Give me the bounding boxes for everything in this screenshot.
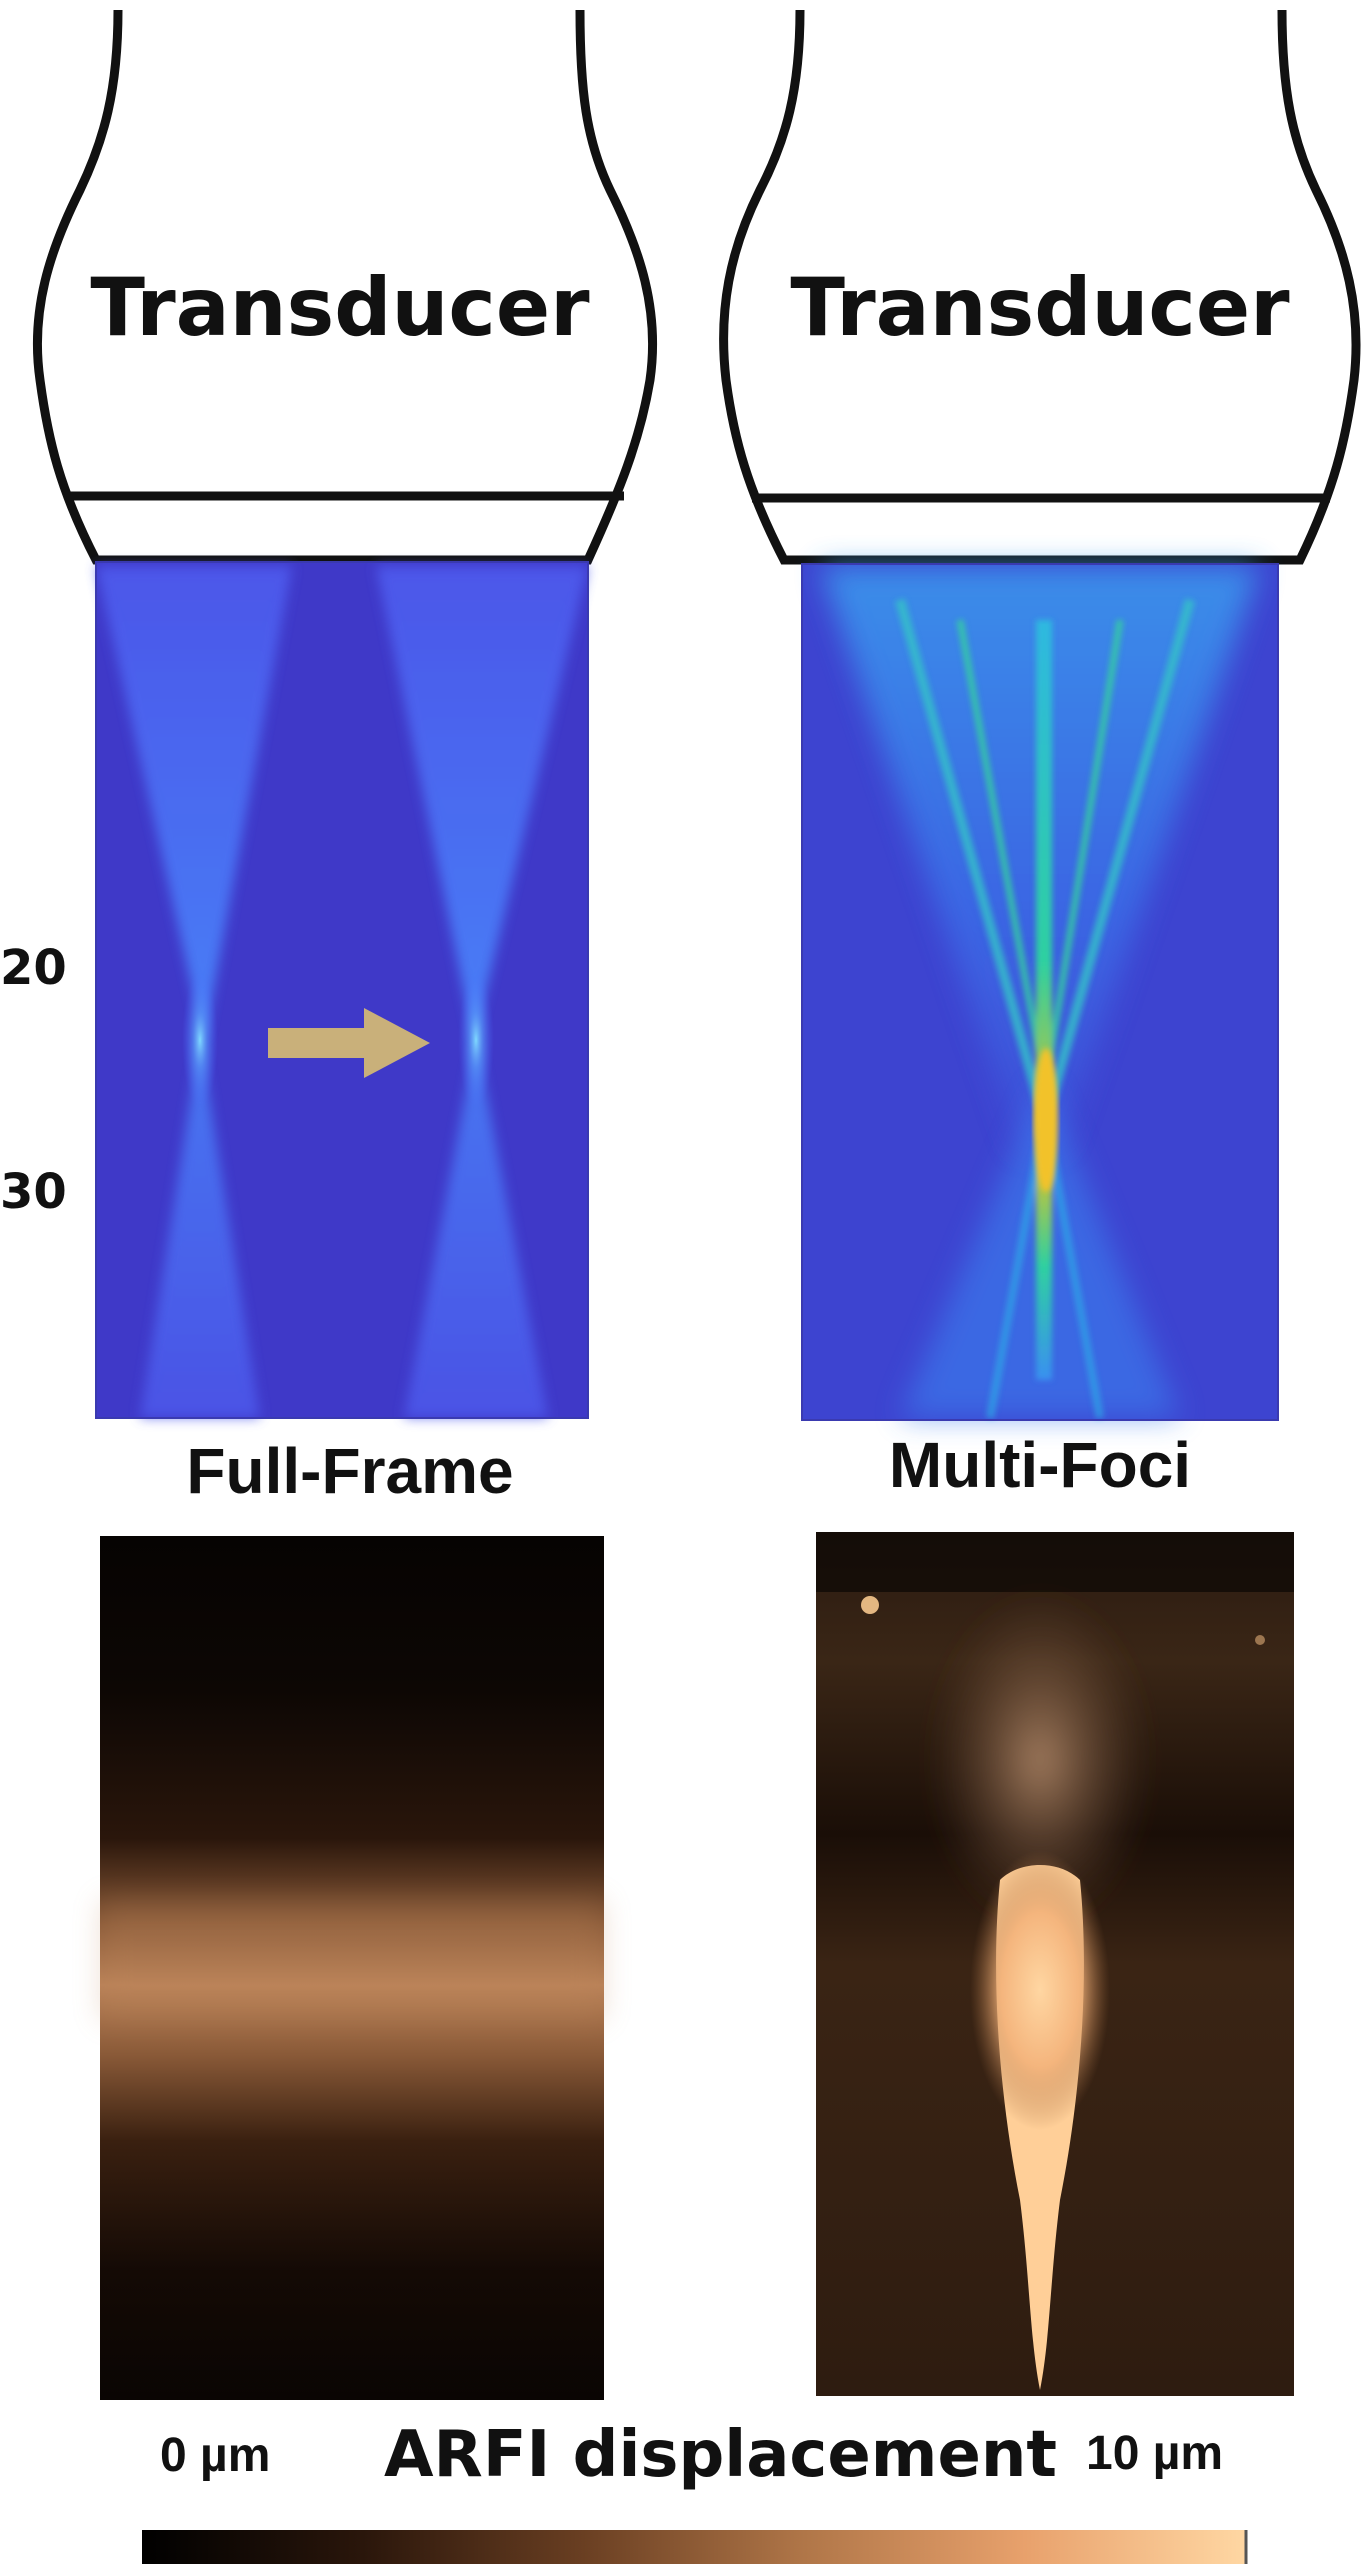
multi-foci-focal-spot (1034, 1048, 1058, 1192)
transducer-right-outline (719, 9, 1361, 565)
colorbar-title: ARFI displacement (384, 2418, 1057, 2492)
transducer-right: Transducer (719, 9, 1361, 565)
colorbar-max-label: 10 µm (1086, 2427, 1224, 2480)
colorbar-gradient (142, 2530, 1246, 2568)
multi-foci-displacement-map (816, 1532, 1294, 2396)
colorbar-min-label: 0 µm (160, 2429, 271, 2482)
depth-tick-label: 20 (0, 940, 67, 996)
multi-foci-beam-panel (801, 563, 1279, 1421)
full-frame-displacement-map (100, 1536, 604, 2400)
right-arrow-icon (268, 1008, 430, 1078)
full-frame-beam-2 (376, 566, 588, 1418)
multi-foci-title: Multi-Foci (888, 1429, 1192, 1501)
transducer-left-outline (32, 9, 658, 565)
transducer-left: Transducer (32, 9, 658, 565)
full-frame-title: Full-Frame (186, 1435, 514, 1507)
depth-tick-label: 30 (0, 1164, 67, 1220)
transducer-right-label: Transducer (790, 261, 1290, 354)
transducer-left-label: Transducer (90, 261, 590, 354)
full-frame-beam-1 (96, 566, 292, 1418)
colorbar (142, 2530, 1248, 2568)
full-frame-beam-panel (95, 561, 589, 1419)
